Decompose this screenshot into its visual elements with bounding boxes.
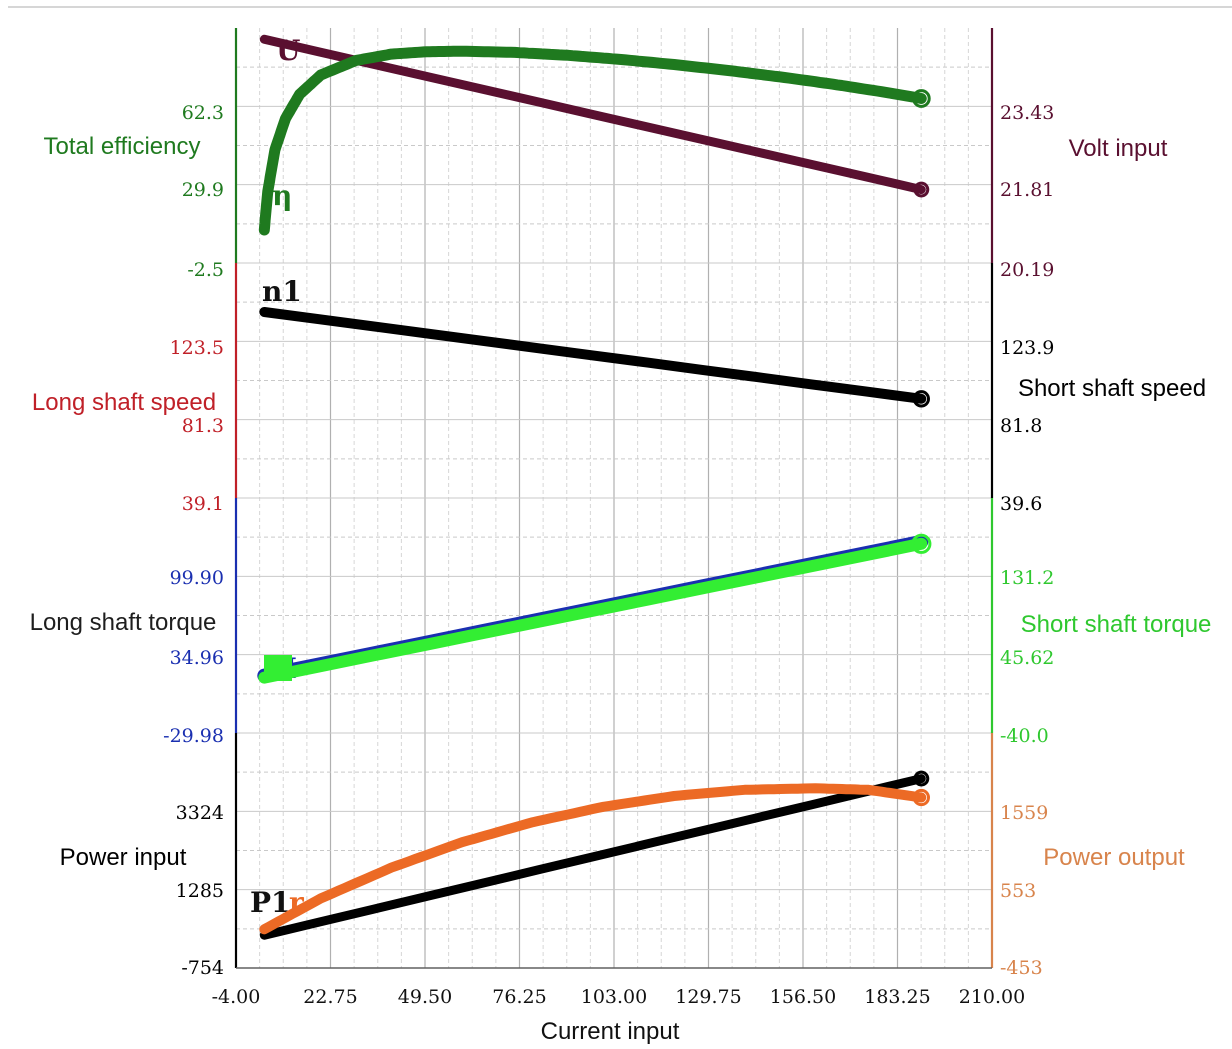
x-tick-label: 22.75 xyxy=(303,986,357,1008)
right-tick-label: 21.81 xyxy=(1000,179,1054,201)
right-axis-title: Power output xyxy=(1043,844,1185,871)
left-tick-label: 99.90 xyxy=(170,567,224,589)
x-tick-label: 129.75 xyxy=(675,986,741,1008)
right-tick-label: 39.6 xyxy=(1000,493,1042,515)
left-tick-label: 3324 xyxy=(176,802,224,824)
left-tick-label: 34.96 xyxy=(170,647,224,669)
right-tick-label: 1559 xyxy=(1000,802,1048,824)
series-line-p2 xyxy=(259,783,927,935)
x-tick-label: -4.00 xyxy=(212,986,261,1008)
left-axis-title: Power input xyxy=(60,844,187,871)
right-tick-label: 20.19 xyxy=(1000,259,1054,281)
right-axis-title: Volt input xyxy=(1069,135,1168,162)
right-tick-label: 123.9 xyxy=(1000,337,1054,359)
left-tick-label: -754 xyxy=(181,957,224,979)
axis-labels: 62.3 29.9 -2.5 Total efficiency 123.5 81.3 39.… xyxy=(30,34,1212,1045)
series-line-p1 xyxy=(259,774,926,940)
x-tick-label: 210.00 xyxy=(959,986,1025,1008)
torque-start-marker xyxy=(264,655,292,681)
chart-axes xyxy=(234,28,994,969)
right-tick-label: 131.2 xyxy=(1000,567,1054,589)
right-tick-label: 23.43 xyxy=(1000,102,1054,124)
curve-label-eta: η xyxy=(272,179,292,212)
left-axis-title: Long shaft speed xyxy=(32,389,216,416)
left-axis-title: Total efficiency xyxy=(44,133,201,160)
x-tick-label: 76.25 xyxy=(492,986,546,1008)
left-tick-label: 39.1 xyxy=(182,493,224,515)
left-tick-label: 29.9 xyxy=(182,179,224,201)
right-tick-label: 553 xyxy=(1000,880,1036,902)
x-tick-label: 183.25 xyxy=(864,986,930,1008)
series-line-eta xyxy=(258,45,927,236)
right-tick-label: 81.8 xyxy=(1000,415,1042,437)
series-end-marker xyxy=(912,788,930,807)
x-tick-label: 103.00 xyxy=(581,986,647,1008)
left-tick-label: -29.98 xyxy=(163,725,224,747)
x-tick-label: 156.50 xyxy=(770,986,836,1008)
series-end-marker xyxy=(913,770,930,787)
x-tick-label: 49.50 xyxy=(398,986,452,1008)
left-axis-title: Long shaft torque xyxy=(30,609,217,636)
x-axis-title: Current input xyxy=(541,1018,680,1045)
right-tick-label: -40.0 xyxy=(1000,725,1049,747)
left-tick-label: 62.3 xyxy=(182,102,224,124)
left-tick-label: 123.5 xyxy=(170,337,224,359)
series-end-marker xyxy=(911,89,931,108)
series-line-m xyxy=(258,537,928,684)
left-tick-label: 1285 xyxy=(176,880,224,902)
right-tick-label: 45.62 xyxy=(1000,647,1054,669)
right-axis-title: Short shaft speed xyxy=(1018,375,1206,402)
series-line-u xyxy=(259,34,926,195)
series-line-n1 xyxy=(259,307,927,404)
series-end-marker xyxy=(913,181,930,198)
curve-label-n1: n1 xyxy=(262,275,302,308)
left-tick-label: 81.3 xyxy=(182,415,224,437)
right-tick-label: -453 xyxy=(1000,957,1043,979)
series-end-marker xyxy=(912,390,930,408)
series-end-marker xyxy=(911,533,932,554)
chart-series xyxy=(257,34,932,940)
right-axis-title: Short shaft torque xyxy=(1021,611,1212,638)
left-tick-label: -2.5 xyxy=(187,259,224,281)
chart-grid xyxy=(8,6,1232,968)
